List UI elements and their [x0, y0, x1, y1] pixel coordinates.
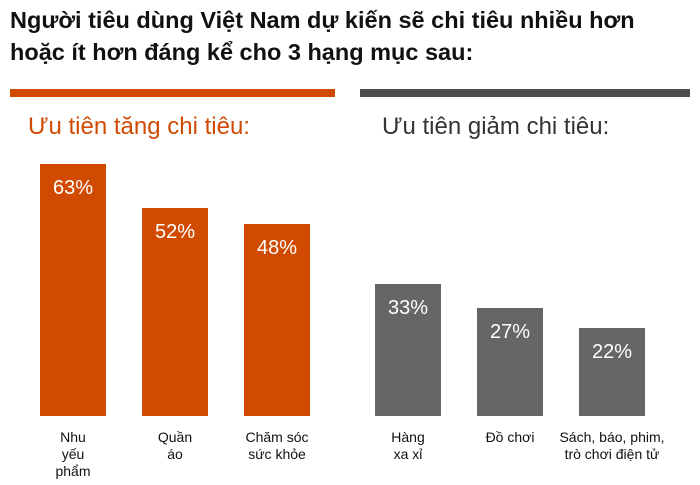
category-label-line: Đồ chơi — [486, 429, 535, 445]
bar-nhu-yeu-pham — [40, 164, 106, 416]
category-label-nhu-yeu-pham: Nhu yếu phẩm — [55, 429, 90, 479]
decrease-panel-rule — [360, 89, 690, 97]
category-label-line: sức khỏe — [248, 446, 306, 462]
value-label-quan-ao: 52% — [155, 221, 195, 243]
bar-sach-bao-phim — [579, 328, 645, 416]
bar-quan-ao — [142, 208, 208, 416]
title-line-1: Người tiêu dùng Việt Nam dự kiến sẽ chi … — [10, 7, 635, 33]
category-label-quan-ao: Quần áo — [158, 429, 192, 462]
page-title: Người tiêu dùng Việt Nam dự kiến sẽ chi … — [10, 4, 690, 68]
category-label-line: trò chơi điện tử — [565, 446, 660, 462]
value-label-do-choi: 27% — [490, 321, 530, 343]
category-label-line: Sách, báo, phim, — [559, 429, 664, 445]
category-label-line: xa xỉ — [394, 446, 424, 462]
category-label-do-choi: Đồ chơi — [486, 429, 535, 445]
category-label-line: Quần — [158, 429, 192, 445]
value-label-sach-bao-phim: 22% — [592, 341, 632, 363]
value-label-hang-xa-xi: 33% — [388, 297, 428, 319]
category-label-line: Nhu — [60, 429, 86, 445]
bar-do-choi — [477, 308, 543, 416]
category-label-line: phẩm — [55, 463, 90, 479]
value-label-nhu-yeu-pham: 63% — [53, 177, 93, 199]
category-label-line: Hàng — [391, 429, 424, 445]
decrease-panel-title: Ưu tiên giảm chi tiêu: — [382, 113, 610, 140]
category-label-line: áo — [167, 446, 183, 462]
category-label-line: Chăm sóc — [245, 429, 308, 445]
increase-panel-title: Ưu tiên tăng chi tiêu: — [28, 113, 250, 140]
value-label-cham-soc-suc-khoe: 48% — [257, 237, 297, 259]
category-label-hang-xa-xi: Hàng xa xỉ — [391, 429, 424, 462]
category-label-sach-bao-phim: Sách, báo, phim, trò chơi điện tử — [559, 429, 664, 462]
increase-panel-rule — [10, 89, 335, 97]
category-label-cham-soc-suc-khoe: Chăm sóc sức khỏe — [245, 429, 308, 462]
bar-hang-xa-xi — [375, 284, 441, 416]
bar-cham-soc-suc-khoe — [244, 224, 310, 416]
title-line-2: hoặc ít hơn đáng kể cho 3 hạng mục sau: — [10, 39, 474, 65]
category-label-line: yếu — [62, 446, 85, 462]
